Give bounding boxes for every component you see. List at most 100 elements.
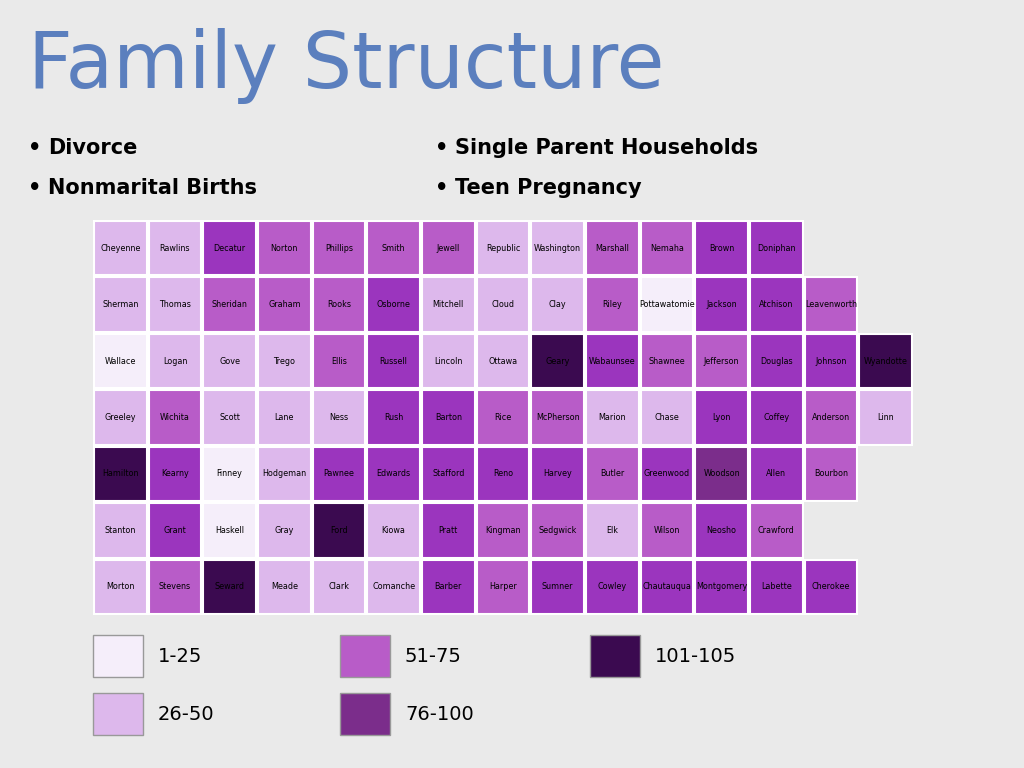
Bar [695, 560, 748, 614]
Text: Haskell: Haskell [215, 526, 244, 535]
Text: Lane: Lane [274, 413, 294, 422]
Text: •: • [435, 138, 449, 158]
Bar [859, 334, 912, 389]
Text: Teen Pregnancy: Teen Pregnancy [455, 178, 642, 198]
Text: Chase: Chase [654, 413, 679, 422]
Bar [204, 334, 256, 389]
Bar [641, 447, 693, 502]
Text: Reno: Reno [493, 469, 513, 478]
Text: Anderson: Anderson [812, 413, 850, 422]
Text: Wallace: Wallace [104, 356, 136, 366]
Bar [750, 447, 803, 502]
Bar [531, 560, 584, 614]
Text: Shawnee: Shawnee [648, 356, 685, 366]
Text: Trego: Trego [273, 356, 295, 366]
Bar [94, 334, 146, 389]
Bar [312, 503, 366, 558]
Text: Atchison: Atchison [759, 300, 794, 310]
Text: Sherman: Sherman [102, 300, 138, 310]
Bar [148, 334, 202, 389]
Bar [476, 560, 529, 614]
Text: Rooks: Rooks [327, 300, 351, 310]
Text: Elk: Elk [606, 526, 618, 535]
Text: 51-75: 51-75 [406, 647, 462, 666]
Bar [258, 447, 310, 502]
Text: Sedgwick: Sedgwick [539, 526, 577, 535]
Text: Marion: Marion [599, 413, 626, 422]
Text: 26-50: 26-50 [158, 704, 215, 723]
Text: Mitchell: Mitchell [433, 300, 464, 310]
Text: Logan: Logan [163, 356, 187, 366]
Bar [368, 390, 420, 445]
Bar [750, 390, 803, 445]
Text: Clark: Clark [329, 582, 349, 591]
Text: 101-105: 101-105 [655, 647, 736, 666]
Bar [368, 447, 420, 502]
Text: Kearny: Kearny [161, 469, 188, 478]
Bar [531, 334, 584, 389]
Text: Wichita: Wichita [160, 413, 189, 422]
Bar [805, 277, 857, 332]
Text: Wabaunsee: Wabaunsee [589, 356, 636, 366]
Text: Finney: Finney [217, 469, 243, 478]
Text: Family Structure: Family Structure [28, 28, 665, 104]
Text: Scott: Scott [219, 413, 240, 422]
Bar [641, 503, 693, 558]
Text: Greeley: Greeley [104, 413, 136, 422]
Text: Nemaha: Nemaha [650, 243, 684, 253]
Text: Cherokee: Cherokee [812, 582, 850, 591]
Text: Hamilton: Hamilton [102, 469, 138, 478]
Text: Hodgeman: Hodgeman [262, 469, 306, 478]
Bar [750, 277, 803, 332]
Bar [368, 277, 420, 332]
Text: Gove: Gove [219, 356, 241, 366]
Bar [204, 503, 256, 558]
Bar [204, 390, 256, 445]
Text: Stevens: Stevens [159, 582, 191, 591]
Text: Thomas: Thomas [159, 300, 190, 310]
Bar [340, 693, 390, 735]
Text: Republic: Republic [485, 243, 520, 253]
Text: Greenwood: Greenwood [644, 469, 690, 478]
Bar [312, 334, 366, 389]
Text: Pawnee: Pawnee [324, 469, 354, 478]
Bar [148, 221, 202, 276]
Bar [312, 447, 366, 502]
Text: Wyandotte: Wyandotte [863, 356, 907, 366]
Bar [805, 334, 857, 389]
Bar [422, 277, 475, 332]
Bar [531, 503, 584, 558]
Bar [368, 221, 420, 276]
Text: Graham: Graham [268, 300, 301, 310]
Text: Brown: Brown [709, 243, 734, 253]
Bar [94, 277, 146, 332]
Text: Norton: Norton [270, 243, 298, 253]
Bar [695, 334, 748, 389]
Text: Nonmarital Births: Nonmarital Births [48, 178, 257, 198]
Bar [422, 503, 475, 558]
Text: Cloud: Cloud [492, 300, 514, 310]
Text: Wilson: Wilson [653, 526, 680, 535]
Bar [422, 560, 475, 614]
Bar [476, 277, 529, 332]
Text: Bourbon: Bourbon [814, 469, 848, 478]
Text: Barber: Barber [434, 582, 462, 591]
Bar [695, 277, 748, 332]
Text: McPherson: McPherson [536, 413, 580, 422]
Text: 76-100: 76-100 [406, 704, 474, 723]
Bar [94, 390, 146, 445]
Text: 1-25: 1-25 [158, 647, 203, 666]
Bar [531, 221, 584, 276]
Bar [476, 390, 529, 445]
Text: Rice: Rice [495, 413, 512, 422]
Bar [258, 334, 310, 389]
Bar [695, 390, 748, 445]
Bar [586, 334, 639, 389]
Bar [476, 503, 529, 558]
Bar [641, 560, 693, 614]
Text: Ford: Ford [330, 526, 348, 535]
Bar [368, 560, 420, 614]
Bar [148, 277, 202, 332]
Text: Coffey: Coffey [763, 413, 790, 422]
Bar [258, 390, 310, 445]
